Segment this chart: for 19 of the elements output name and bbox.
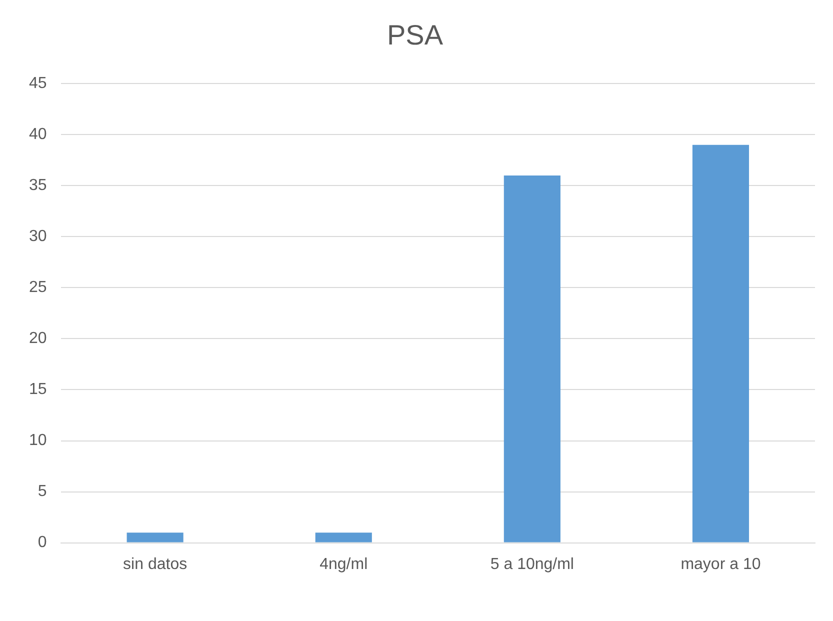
bar bbox=[692, 144, 750, 542]
y-tick-label: 25 bbox=[29, 279, 47, 296]
y-tick-label: 15 bbox=[29, 381, 47, 398]
y-tick-label: 5 bbox=[38, 483, 47, 500]
y-tick-label: 30 bbox=[29, 228, 47, 246]
x-tick-label: 5 a 10ng/ml bbox=[490, 556, 574, 573]
bar bbox=[315, 532, 372, 542]
chart-title: PSA bbox=[386, 20, 444, 51]
x-tick-label: 4ng/ml bbox=[320, 556, 368, 573]
y-tick-label: 10 bbox=[29, 432, 47, 450]
y-tick-label: 20 bbox=[29, 330, 47, 348]
y-tick-label: 35 bbox=[29, 177, 47, 194]
x-tick-label: sin datos bbox=[123, 556, 188, 573]
y-tick-label: 45 bbox=[29, 75, 47, 92]
x-tick-label: mayor a 10 bbox=[680, 556, 761, 573]
y-tick-label: 0 bbox=[38, 534, 47, 552]
bar bbox=[504, 175, 560, 542]
bar bbox=[126, 532, 184, 542]
y-tick-label: 40 bbox=[29, 126, 47, 144]
